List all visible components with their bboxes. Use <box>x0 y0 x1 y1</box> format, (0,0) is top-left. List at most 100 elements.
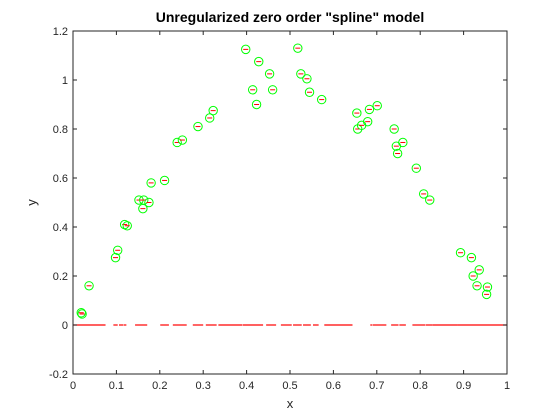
data-point-circle <box>251 99 262 110</box>
data-point <box>77 309 87 319</box>
data-point-circle <box>247 85 258 95</box>
y-tick-label: 0.6 <box>53 173 68 185</box>
data-point-circle <box>177 135 188 145</box>
data-point <box>76 308 86 318</box>
y-tick-label: 1.2 <box>53 26 68 38</box>
data-point-circle <box>425 195 435 205</box>
data-point <box>316 94 327 105</box>
x-tick-label: 0.7 <box>369 380 384 392</box>
data-point <box>302 74 312 84</box>
data-point <box>352 108 362 118</box>
data-point <box>177 135 188 145</box>
data-point-circle <box>418 189 429 199</box>
x-tick-label: 0 <box>70 380 76 392</box>
data-point-circle <box>372 101 382 111</box>
data-point <box>389 124 399 134</box>
data-point-circle <box>146 178 156 188</box>
x-tick-label: 0.6 <box>326 380 341 392</box>
data-point <box>468 271 478 281</box>
data-point <box>392 148 403 159</box>
data-point <box>159 175 170 186</box>
data-point-circle <box>398 137 408 148</box>
data-point <box>193 121 203 132</box>
x-tick-label: 1 <box>504 380 510 392</box>
data-point <box>372 101 382 111</box>
data-point-circle <box>110 252 121 263</box>
data-point-circle <box>472 281 482 291</box>
data-point-circle <box>84 281 94 291</box>
x-tick-label: 0.3 <box>196 380 211 392</box>
data-point <box>482 282 493 292</box>
x-tick-label: 0.9 <box>456 380 471 392</box>
axes-background <box>73 31 507 374</box>
data-point-circle <box>455 248 466 258</box>
data-point-circle <box>364 104 375 115</box>
data-point <box>267 85 278 95</box>
data-point-circle <box>474 265 484 275</box>
y-tick-label: 1 <box>62 75 68 87</box>
data-point-circle <box>293 43 303 53</box>
y-tick-label: -0.2 <box>49 369 68 381</box>
y-tick-label: 0.8 <box>53 124 68 136</box>
data-point-circle <box>304 87 315 97</box>
data-point <box>264 69 275 79</box>
data-point-circle <box>466 252 477 263</box>
y-tick-label: 0.4 <box>53 222 68 234</box>
data-markers <box>76 43 493 319</box>
data-point <box>425 195 435 205</box>
axes: 0 0.1 0.2 0.3 0.4 0.5 0.6 0.7 0.8 0.9 1-0.200.20.4… <box>49 26 510 392</box>
data-point-circle <box>481 289 492 300</box>
data-point <box>418 189 429 199</box>
data-point-circle <box>316 94 327 105</box>
data-point <box>241 44 251 55</box>
data-point-circle <box>264 69 275 79</box>
data-point-circle <box>208 105 218 116</box>
data-point <box>474 265 484 275</box>
x-tick-label: 0.5 <box>282 380 297 392</box>
data-point <box>398 137 408 148</box>
data-point-circle <box>482 282 493 292</box>
data-point <box>254 56 264 67</box>
data-point <box>296 69 306 79</box>
data-point-circle <box>392 148 403 159</box>
data-point <box>362 116 373 127</box>
data-point-circle <box>76 308 86 318</box>
data-point-circle <box>362 116 373 127</box>
data-point <box>472 281 482 291</box>
data-point <box>364 104 375 115</box>
data-point <box>455 248 466 258</box>
data-point-circle <box>267 85 278 95</box>
data-point <box>466 252 477 263</box>
data-point <box>411 163 421 173</box>
data-point-circle <box>254 56 264 67</box>
y-tick-label: 0 <box>62 320 68 332</box>
data-point <box>481 289 492 300</box>
x-tick-label: 0.1 <box>109 380 124 392</box>
data-point-circle <box>139 195 149 205</box>
data-point <box>84 281 94 291</box>
x-tick-label: 0.2 <box>152 380 167 392</box>
data-point-circle <box>113 245 123 255</box>
data-point <box>110 252 121 263</box>
data-point <box>247 85 258 95</box>
x-axis-label: x <box>287 396 294 411</box>
chart-title: Unregularized zero order "spline" model <box>156 9 424 25</box>
data-point <box>122 221 132 231</box>
y-tick-label: 0.2 <box>53 271 68 283</box>
data-point <box>293 43 303 53</box>
data-point-circle <box>411 163 421 173</box>
data-point-circle <box>296 69 306 79</box>
data-point <box>144 197 154 208</box>
data-point-circle <box>468 271 478 281</box>
data-point-circle <box>193 121 203 132</box>
data-point-circle <box>172 137 182 148</box>
data-point-circle <box>159 175 170 186</box>
data-point-circle <box>389 124 399 134</box>
data-point-circle <box>352 108 362 118</box>
data-point <box>304 87 315 97</box>
data-point <box>146 178 156 188</box>
data-point <box>113 245 123 255</box>
data-point-circle <box>302 74 312 84</box>
